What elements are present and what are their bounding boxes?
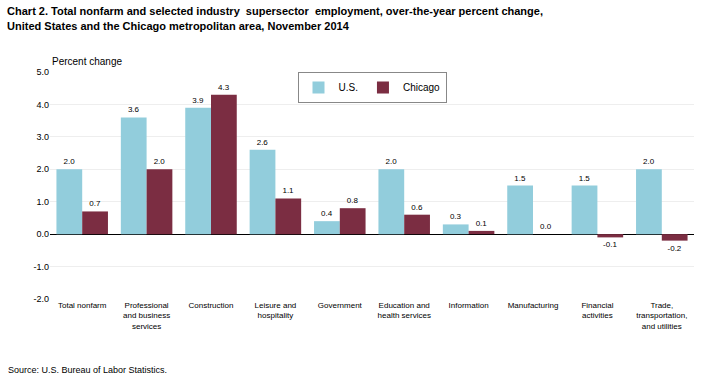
svg-text:Source: U.S. Bureau of Labor S: Source: U.S. Bureau of Labor Statistics. <box>8 365 167 375</box>
svg-text:Professionaland businessservic: Professionaland businessservices <box>123 301 170 331</box>
svg-text:3.6: 3.6 <box>128 105 140 114</box>
svg-text:-1.0: -1.0 <box>33 262 49 272</box>
svg-text:5.0: 5.0 <box>36 67 49 77</box>
svg-text:3.0: 3.0 <box>36 132 49 142</box>
svg-text:Construction: Construction <box>189 301 234 310</box>
svg-text:Total nonfarm: Total nonfarm <box>58 301 107 310</box>
svg-text:-0.1: -0.1 <box>603 240 617 249</box>
svg-text:Manufacturing: Manufacturing <box>508 301 559 310</box>
svg-text:2.0: 2.0 <box>643 157 655 166</box>
svg-text:Chart 2. Total nonfarm and sel: Chart 2. Total nonfarm and selected indu… <box>7 5 543 31</box>
svg-text:0.0: 0.0 <box>540 222 552 231</box>
svg-text:0.8: 0.8 <box>347 196 359 205</box>
svg-text:Financialactivities: Financialactivities <box>581 301 613 320</box>
svg-text:1.1: 1.1 <box>282 186 294 195</box>
svg-text:Chicago: Chicago <box>403 82 440 93</box>
svg-text:2.0: 2.0 <box>385 157 397 166</box>
svg-text:0.1: 0.1 <box>476 219 488 228</box>
svg-text:-0.2: -0.2 <box>668 244 682 253</box>
svg-text:1.0: 1.0 <box>36 197 49 207</box>
svg-text:Information: Information <box>449 301 489 310</box>
svg-text:2.0: 2.0 <box>63 157 75 166</box>
svg-text:1.5: 1.5 <box>579 174 591 183</box>
svg-text:Government: Government <box>318 301 363 310</box>
svg-text:0.7: 0.7 <box>89 199 101 208</box>
svg-text:2.6: 2.6 <box>257 138 269 147</box>
svg-text:0.0: 0.0 <box>36 229 49 239</box>
svg-text:0.3: 0.3 <box>450 212 462 221</box>
svg-text:Leisure andhospitality: Leisure andhospitality <box>254 301 296 320</box>
svg-text:2.0: 2.0 <box>36 164 49 174</box>
svg-text:4.3: 4.3 <box>218 83 230 92</box>
svg-text:Education andhealth services: Education andhealth services <box>378 301 431 320</box>
svg-text:0.6: 0.6 <box>411 203 423 212</box>
svg-text:Percent change: Percent change <box>52 56 122 67</box>
svg-text:0.4: 0.4 <box>321 209 333 218</box>
svg-text:4.0: 4.0 <box>36 100 49 110</box>
svg-text:2.0: 2.0 <box>154 157 166 166</box>
svg-text:3.9: 3.9 <box>192 96 204 105</box>
svg-text:1.5: 1.5 <box>514 174 526 183</box>
svg-text:U.S.: U.S. <box>339 82 358 93</box>
svg-text:Trade,transportation,and utili: Trade,transportation,and utilities <box>636 301 687 331</box>
svg-text:-2.0: -2.0 <box>33 294 49 304</box>
